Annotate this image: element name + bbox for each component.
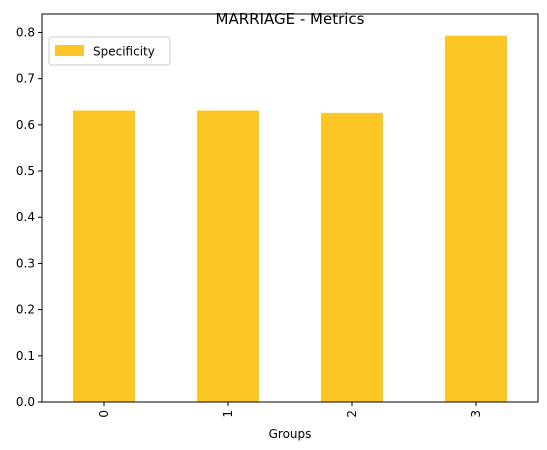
bar-3 [445,35,507,402]
legend-swatch [55,45,84,56]
y-tick-label-4: 0.4 [16,210,35,224]
legend: Specificity [48,36,171,66]
bar-2 [321,112,383,402]
y-tick-label-5: 0.5 [16,164,35,178]
legend-label: Specificity [93,45,155,59]
x-tick-label-3: 3 [469,410,483,418]
y-tick-label-0: 0.0 [16,395,35,409]
y-tick-label-6: 0.6 [16,118,35,132]
bar-0 [73,110,135,403]
x-tick-label-2: 2 [345,410,359,418]
plot-frame [41,13,539,403]
y-axis: 0.0 0.1 0.2 0.3 0.4 0.5 0.6 0.7 0.8 [16,25,42,409]
x-tick-label-1: 1 [221,410,235,418]
y-tick-label-1: 0.1 [16,349,35,363]
x-axis: 0 1 2 3 [97,402,483,418]
y-tick-label-8: 0.8 [16,25,35,39]
x-tick-label-0: 0 [97,410,111,418]
y-tick-label-2: 0.2 [16,303,35,317]
y-tick-label-7: 0.7 [16,72,35,86]
bar-1 [197,110,259,403]
chart-title: MARRIAGE - Metrics [216,10,365,28]
y-tick-label-3: 0.3 [16,256,35,270]
bars-group [73,35,507,403]
legend-box [48,36,171,66]
x-axis-label: Groups [269,427,312,441]
